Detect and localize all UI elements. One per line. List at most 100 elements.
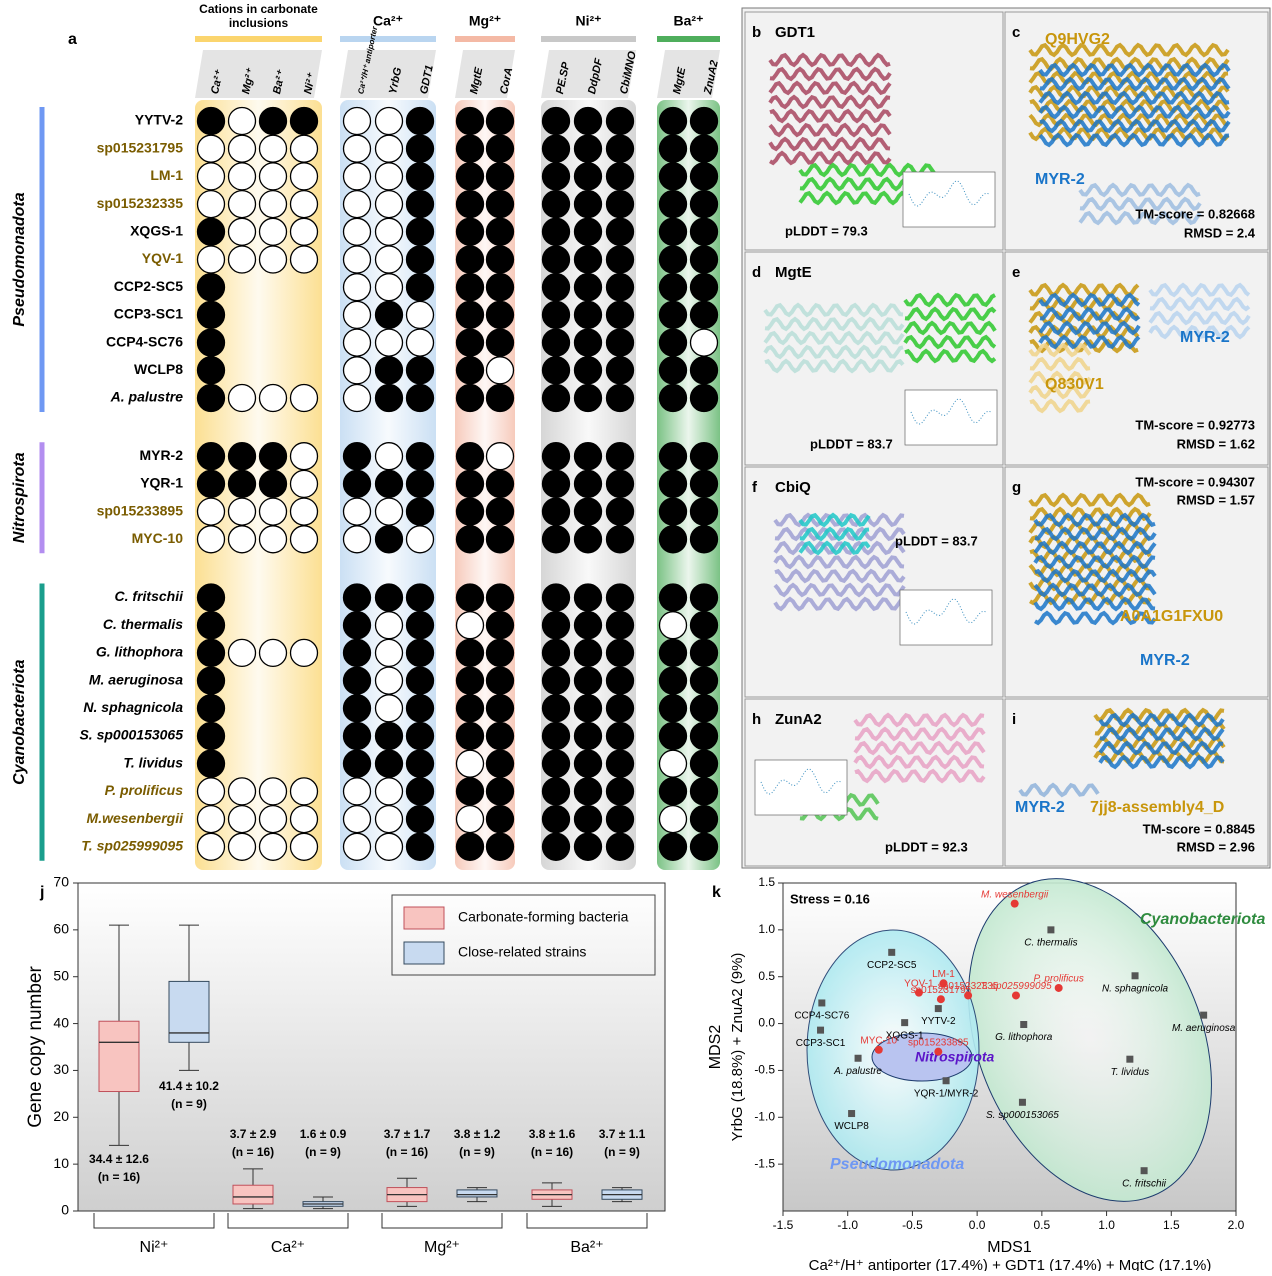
presence-dot [196,638,226,668]
presence-dot [405,442,435,471]
category-bracket [93,1213,215,1229]
presence-dot [258,832,288,861]
y-tick-label: 10 [53,1155,69,1171]
presence-dot [455,106,485,136]
presence-dot [455,611,485,640]
presence-dot [605,804,635,834]
protein-title: GDT1 [775,24,815,41]
presence-dot [541,666,571,695]
protein-ribbon [769,150,892,166]
presence-dot [689,189,719,219]
presence-dot [573,804,603,834]
presence-dot [227,777,257,806]
presence-dot [455,497,485,526]
y-tick-label: 70 [53,874,69,890]
n-label: (n = 9) [604,1145,640,1159]
panel-label: j [39,884,44,901]
presence-dot [196,356,226,385]
legend-label: Close-related strains [458,944,586,960]
cluster-ellipse [871,1032,973,1082]
point-label: YQR-1/MYR-2 [914,1088,979,1099]
presence-dot [196,694,226,723]
protein-ribbon [1033,582,1157,598]
presence-dot [605,832,635,861]
presence-dot [541,162,571,191]
presence-dot [573,245,603,274]
protein-ribbon [1098,754,1225,770]
row-label: T. lividus [123,754,183,770]
presence-dot [405,749,435,778]
presence-dot [405,162,435,191]
panel-label: e [1012,264,1020,281]
protein-ribbon [768,94,891,110]
protein-note: Q9HVG2 [1045,31,1110,48]
protein-ribbon [1028,384,1092,400]
presence-dot [227,804,257,834]
protein-ribbon [773,554,905,570]
protein-ribbon [904,348,997,364]
n-label: (n = 9) [305,1145,341,1159]
presence-dot [485,694,515,723]
presence-dot [227,245,257,274]
presence-dot [258,245,288,274]
presence-dot [689,497,719,526]
presence-dot [342,777,372,806]
presence-dot [227,383,257,413]
group-title: Mg²⁺ [469,13,501,29]
presence-dot [258,638,288,668]
presence-dot [541,273,571,302]
presence-dot [689,721,719,751]
presence-dot [374,245,404,274]
presence-dot [573,300,603,330]
presence-dot [485,328,515,357]
presence-dot [374,106,404,136]
presence-dot [405,721,435,751]
presence-dot [342,611,372,640]
presence-dot [573,189,603,219]
y-tick-label: 1.5 [758,875,775,889]
point [888,948,896,956]
presence-dot [196,245,226,274]
column-header-box [340,50,436,98]
presence-dot [485,525,515,554]
row-label: M. aeruginosa [89,671,183,687]
protein-ribbon [1038,104,1231,120]
n-label: (n = 9) [459,1145,495,1159]
x-tick-label: Ca²⁺ [271,1239,305,1256]
presence-dot [658,804,688,834]
column-label: CorA [498,66,515,95]
x-tick-label: Mg²⁺ [424,1239,460,1256]
y-tick-label: 0 [61,1202,69,1218]
protein-ribbon [768,122,892,138]
group-bar [455,36,515,42]
presence-dot [374,189,404,219]
presence-dot [258,497,288,526]
protein-note: RMSD = 1.62 [1177,436,1255,451]
presence-dot [455,328,485,357]
presence-dot [342,583,372,612]
protein-ribbon [1028,342,1092,358]
presence-dot [455,721,485,751]
protein-ribbon [769,66,892,82]
presence-dot [455,300,485,330]
point-label: T. lividus [1111,1067,1150,1078]
protein-note: pLDDT = 79.3 [785,223,868,238]
presence-dot [605,442,635,471]
x-axis-detail: Ca²⁺/H⁺ antiporter (17.4%) + GDT1 (17.4%… [809,1257,1212,1271]
presence-dot [289,245,319,274]
presence-dot [196,611,226,640]
presence-dot [405,694,435,723]
presence-dot [258,442,288,471]
plot-background [77,882,666,1212]
box [98,1020,140,1093]
phylum-label: Nitrospirota [11,452,28,543]
presence-dot [227,469,257,499]
presence-dot [374,300,404,330]
protein-ribbon [1028,112,1229,128]
point-label: N. sphagnicola [1102,983,1169,994]
box [232,1184,274,1205]
n-label: (n = 16) [386,1145,428,1159]
presence-dot [541,383,571,413]
presence-dot [196,583,226,612]
presence-dot [196,106,226,136]
